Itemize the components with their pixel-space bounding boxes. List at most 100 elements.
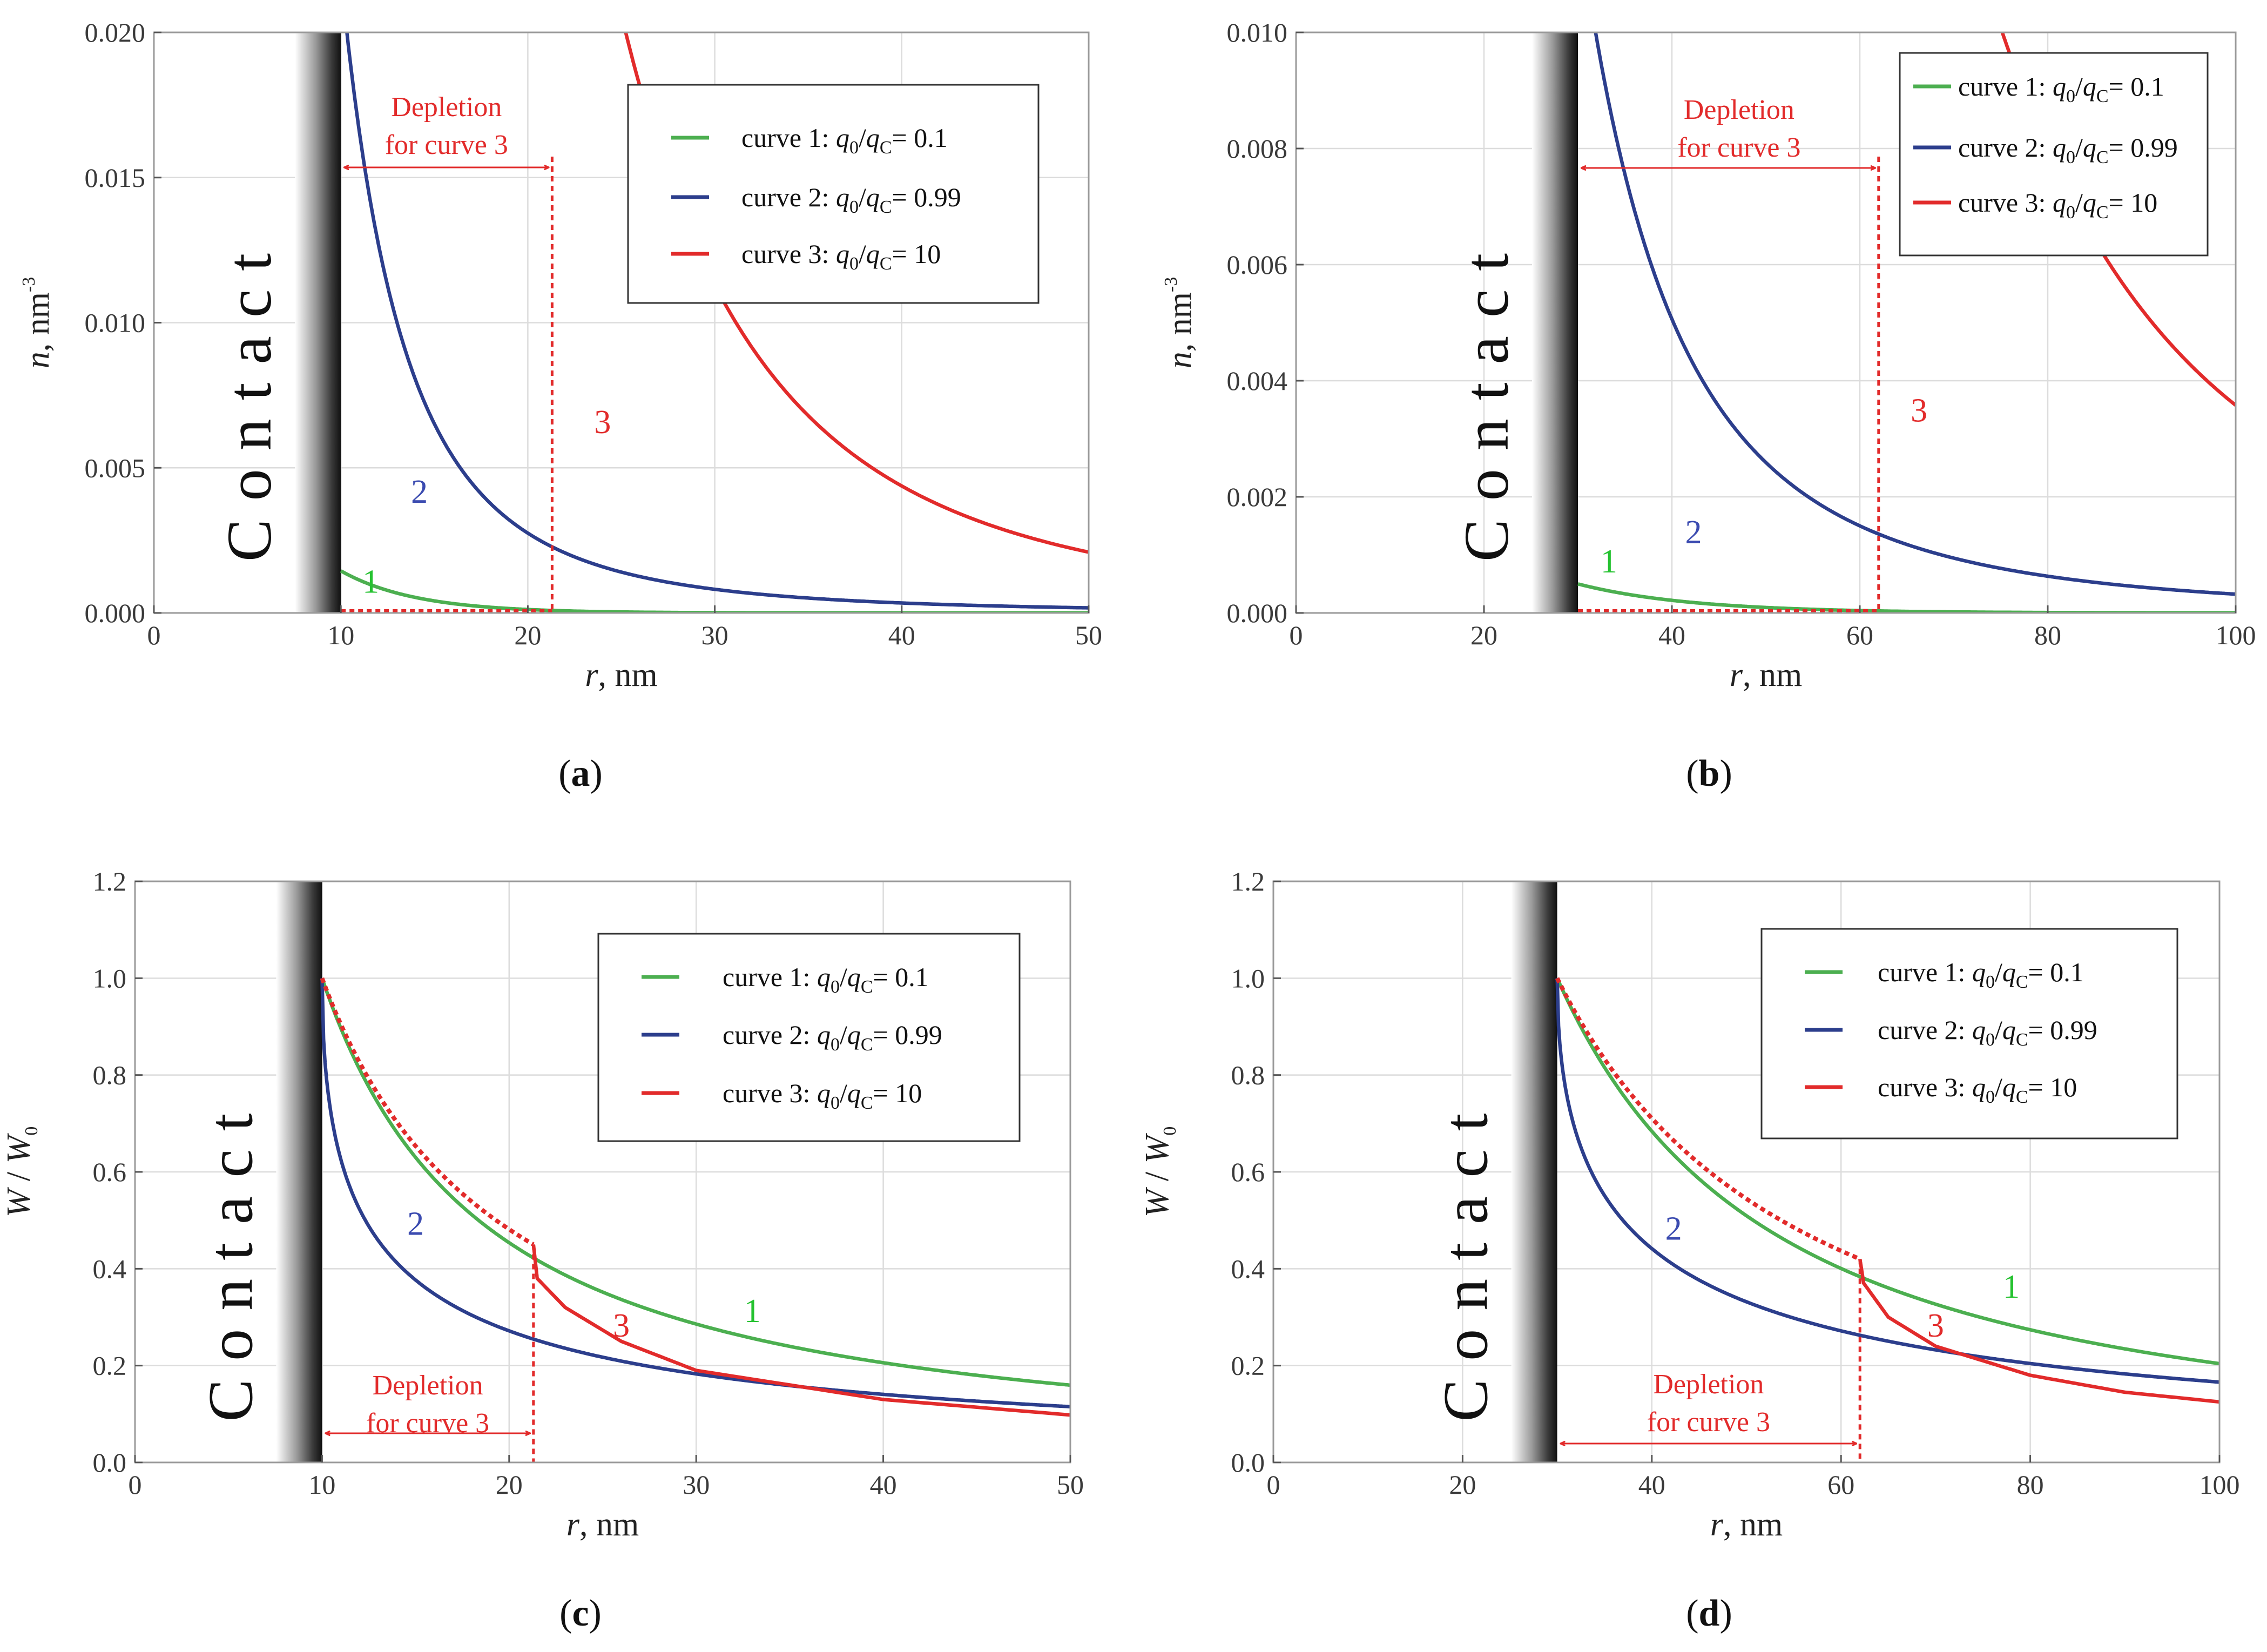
depletion-label-line1: Depletion	[1653, 1369, 1764, 1400]
y-tick-label: 0.005	[85, 453, 146, 483]
x-tick-label: 100	[2199, 1469, 2240, 1500]
x-tick-label: 30	[683, 1469, 710, 1500]
y-tick-label: 0.000	[1227, 598, 1288, 628]
x-tick-label: 50	[1057, 1469, 1084, 1500]
series-line-2	[1594, 32, 2236, 596]
y-tick-label: 1.0	[1231, 963, 1265, 993]
curve-label-3: 3	[1911, 392, 1927, 429]
curve-label-1: 1	[744, 1293, 761, 1330]
panel-caption: (a)	[558, 753, 603, 794]
y-tick-label: 0.6	[93, 1157, 127, 1187]
x-tick-label: 100	[2216, 620, 2256, 650]
curve-label-3: 3	[613, 1307, 630, 1344]
curve-label-1: 1	[2003, 1269, 2020, 1305]
series-line-1	[320, 977, 1070, 1387]
legend-entry-3: curve 3: q0/qC= 10	[723, 1078, 922, 1113]
x-tick-label: 0	[147, 620, 161, 650]
x-tick-label: 10	[308, 1469, 335, 1500]
legend: curve 1: q0/qC= 0.1 curve 2: q0/qC= 0.99 c…	[597, 933, 1021, 1142]
curve-label-1: 1	[1601, 543, 1617, 580]
y-tick-label: 0.8	[1231, 1060, 1265, 1090]
legend-box	[627, 84, 1040, 304]
series-line-2	[1555, 978, 2219, 1384]
y-tick-label: 0.6	[1231, 1157, 1265, 1187]
legend-entry-3: curve 3: q0/qC= 10	[1878, 1072, 2077, 1107]
legend-entry-2: curve 2: q0/qC= 0.99	[741, 182, 961, 217]
y-axis-label: W / W0	[1139, 1127, 1180, 1218]
depletion-label-line2: for curve 3	[366, 1408, 489, 1439]
y-tick-label: 0.006	[1227, 250, 1288, 280]
y-axis-label: W / W0	[1, 1127, 42, 1218]
y-tick-label: 0.010	[1227, 17, 1288, 48]
legend: curve 1: q0/qC= 0.1 curve 2: q0/qC= 0.99 c…	[627, 84, 1040, 304]
y-tick-label: 0.4	[1231, 1253, 1265, 1284]
series-line-1	[1555, 977, 2219, 1366]
chart-panel-c: 0 10 20 30 40 50 0.0 0.2 0.4 0.6 0.8 1.0 1.2 r, nm W /…	[1, 866, 1084, 1634]
x-axis-label: r, nm	[566, 1506, 639, 1543]
x-axis-label: r, nm	[1730, 657, 1802, 693]
y-tick-label: 0.000	[85, 598, 146, 628]
curve-label-2: 2	[407, 1206, 424, 1243]
depletion-label-line1: Depletion	[1684, 95, 1794, 125]
curve-label-3: 3	[1927, 1307, 1944, 1344]
contact-slab	[276, 881, 322, 1462]
curve-label-1: 1	[362, 563, 379, 600]
x-tick-label: 0	[129, 1469, 142, 1500]
x-tick-label: 60	[1827, 1469, 1854, 1500]
y-tick-label: 0.8	[93, 1060, 127, 1090]
x-tick-label: 20	[1449, 1469, 1476, 1500]
x-tick-label: 20	[514, 620, 541, 650]
chart-panel-d: 0 20 40 60 80 100 0.0 0.2 0.4 0.6 0.8 1.0 1.2 r, nm W …	[1139, 866, 2240, 1634]
series-line-2	[345, 32, 1089, 610]
legend-box	[1760, 928, 2178, 1139]
contact-slab	[1511, 881, 1557, 1462]
contact-label: Contact	[214, 235, 285, 562]
y-tick-label: 1.2	[93, 866, 127, 896]
curve-label-2: 2	[1685, 514, 1702, 551]
legend: curve 1: q0/qC= 0.1 curve 2: q0/qC= 0.99 c…	[1899, 52, 2209, 257]
contact-label: Contact	[1431, 1095, 1501, 1421]
x-tick-label: 20	[1470, 620, 1497, 650]
y-tick-label: 0.4	[93, 1253, 127, 1284]
panel-caption: (b)	[1686, 753, 1732, 794]
plot-frame	[1295, 31, 2237, 614]
depletion-label-line2: for curve 3	[385, 130, 508, 160]
curve-label-3: 3	[594, 404, 611, 441]
y-tick-label: 0.2	[93, 1351, 127, 1381]
y-tick-label: 0.0	[93, 1447, 127, 1478]
series-line-3-dotted	[320, 977, 535, 1246]
series-line-3	[1858, 1258, 2219, 1404]
x-tick-label: 40	[1638, 1469, 1665, 1500]
y-tick-label: 0.2	[1231, 1351, 1265, 1381]
legend-entry-1: curve 1: q0/qC= 0.1	[1958, 71, 2164, 106]
depletion-label-line1: Depletion	[391, 92, 502, 123]
y-tick-label: 1.0	[93, 963, 127, 993]
plot-area	[320, 977, 1070, 1462]
x-tick-label: 0	[1290, 620, 1303, 650]
curve-label-2: 2	[1665, 1211, 1682, 1248]
x-tick-label: 10	[327, 620, 354, 650]
panel-caption: (c)	[559, 1593, 602, 1634]
x-tick-label: 80	[2034, 620, 2061, 650]
y-tick-label: 0.008	[1227, 133, 1288, 164]
legend-entry-1: curve 1: q0/qC= 0.1	[723, 962, 929, 997]
x-tick-label: 30	[701, 620, 728, 650]
depletion-label-line2: for curve 3	[1677, 132, 1800, 163]
y-tick-label: 0.002	[1227, 482, 1288, 512]
y-tick-label: 0.015	[85, 163, 146, 193]
legend-entry-1: curve 1: q0/qC= 0.1	[741, 123, 948, 158]
x-axis-label: r, nm	[1710, 1506, 1783, 1543]
depletion-label-line1: Depletion	[373, 1370, 483, 1401]
chart-panel-b: 0 20 40 60 80 100 0.000 0.002 0.004 0.006 0.008 0.0…	[1161, 17, 2256, 794]
legend-entry-3: curve 3: q0/qC= 10	[741, 239, 941, 274]
contact-label: Contact	[195, 1095, 266, 1421]
panel-caption: (d)	[1686, 1593, 1732, 1634]
x-axis-label: r, nm	[585, 657, 657, 693]
series-line-3	[531, 1244, 1070, 1417]
depletion-label-line2: for curve 3	[1647, 1407, 1770, 1438]
legend: curve 1: q0/qC= 0.1 curve 2: q0/qC= 0.99 c…	[1760, 928, 2178, 1139]
series-line-2	[320, 978, 1070, 1408]
series-line-3-dotted	[1555, 977, 1861, 1262]
x-tick-label: 60	[1846, 620, 1873, 650]
legend-entry-2: curve 2: q0/qC= 0.99	[1958, 132, 2178, 167]
